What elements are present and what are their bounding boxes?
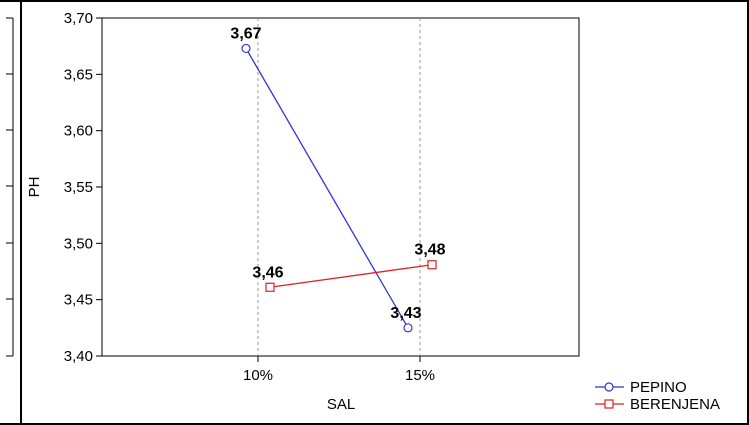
- x-axis: 10% 15%: [243, 356, 435, 384]
- y-tick-label: 3,50: [64, 235, 93, 252]
- series-line-pepino: [245, 48, 409, 329]
- data-label: 3,67: [230, 25, 261, 42]
- y-tick-label: 3,60: [64, 123, 93, 140]
- x-tick-label: 10%: [243, 367, 273, 384]
- data-label: 3,46: [252, 264, 283, 281]
- y-axis: 3,40 3,45 3,50 3,55 3,60 3,65 3,70: [64, 10, 102, 365]
- x-tick-label: 15%: [405, 367, 435, 384]
- data-point-berenjena: [427, 260, 437, 270]
- y-tick-label: 3,55: [64, 179, 93, 196]
- y-tick-label: 3,45: [64, 292, 93, 309]
- left-panel-ticks: [6, 17, 13, 357]
- plot-area: [101, 17, 580, 357]
- y-tick-label: 3,40: [64, 348, 93, 365]
- series-group: 3,67 3,43 3,46 3,48: [230, 25, 446, 333]
- data-point-berenjena: [265, 282, 275, 292]
- legend-label: BERENJENA: [630, 396, 720, 413]
- y-tick-label: 3,70: [64, 10, 93, 27]
- data-label: 3,48: [414, 242, 445, 259]
- legend-swatch-marker: [604, 382, 614, 392]
- data-label: 3,43: [390, 305, 421, 322]
- y-tick-label: 3,65: [64, 66, 93, 83]
- x-axis-title: SAL: [327, 396, 355, 413]
- legend-swatch-marker: [604, 399, 614, 409]
- grid-lines: [257, 18, 421, 356]
- data-point-pepino: [241, 43, 251, 54]
- legend-label: PEPINO: [630, 379, 687, 396]
- series-line-berenjena: [269, 264, 433, 288]
- y-axis-title: PH: [26, 177, 43, 198]
- data-point-pepino: [403, 323, 413, 333]
